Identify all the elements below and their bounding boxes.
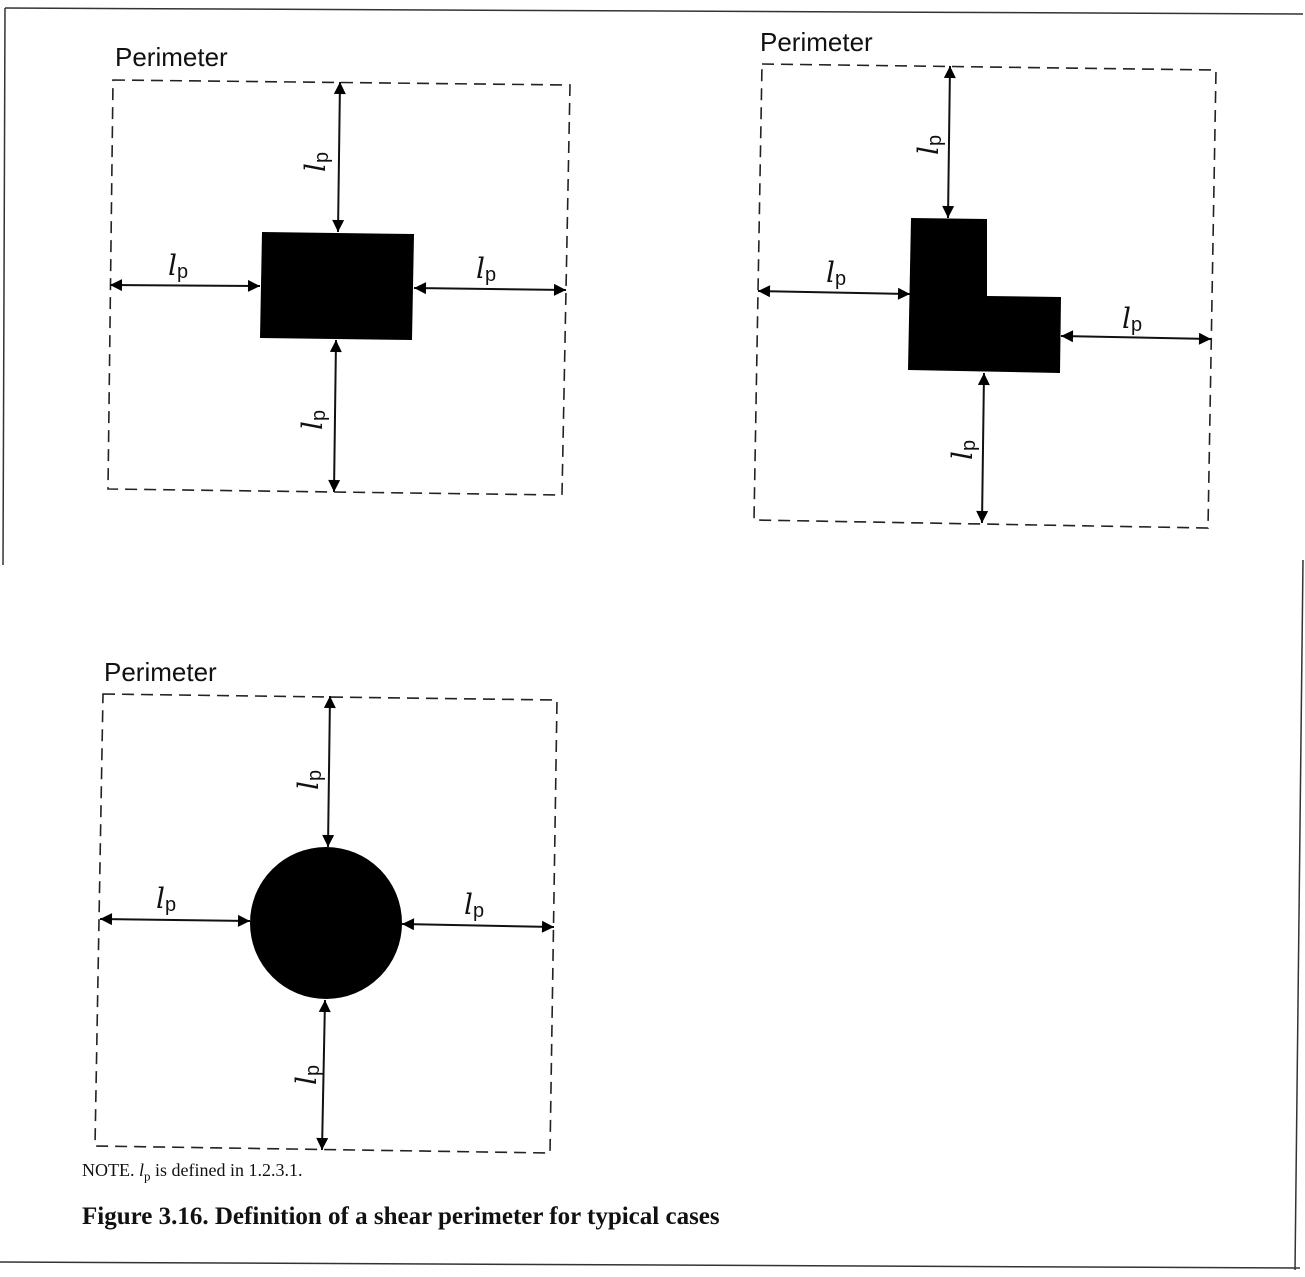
dimension-label-top: lp <box>292 770 326 790</box>
circular-column <box>250 847 402 999</box>
dimension-label-bottom: lp <box>946 440 980 460</box>
dimension-arrow-left <box>757 285 911 300</box>
dimension-label-top: lp <box>912 135 946 155</box>
dimension-arrow-top <box>942 65 956 219</box>
panel-circle: Perimeter lp lp lp lp <box>94 657 558 1154</box>
dimension-arrow-left <box>109 279 261 292</box>
dimension-label-right: lp <box>464 888 484 922</box>
dimension-label-top: lp <box>299 152 333 172</box>
shear-perimeter-outline <box>107 79 571 496</box>
dimension-arrow-right <box>401 918 555 933</box>
perimeter-label: Perimeter <box>760 27 873 57</box>
dimension-label-right: lp <box>476 252 496 286</box>
page-border <box>0 7 1304 1271</box>
perimeter-label: Perimeter <box>115 42 228 72</box>
square-column <box>260 232 414 340</box>
l-shaped-column <box>908 218 1061 373</box>
note-symbol: l <box>139 1160 145 1180</box>
dimension-arrow-right <box>1060 330 1212 345</box>
panel-l-shape: Perimeter lp lp lp lp <box>753 27 1217 529</box>
dimension-arrow-top <box>322 695 336 848</box>
figure-caption: Figure 3.16. Definition of a shear perim… <box>82 1203 720 1230</box>
dimension-label-bottom: lp <box>296 410 330 430</box>
note-prefix: NOTE. <box>82 1160 135 1180</box>
figure-note: NOTE. lp is defined in 1.2.3.1. <box>82 1160 303 1185</box>
dimension-label-right: lp <box>1122 302 1142 336</box>
dimension-label-bottom: lp <box>290 1065 324 1085</box>
dimension-arrow-right <box>413 282 567 296</box>
dimension-label-left: lp <box>826 256 846 290</box>
dimension-label-left: lp <box>168 249 188 283</box>
dimension-arrow-bottom <box>328 339 342 493</box>
dimension-arrow-bottom <box>976 372 990 524</box>
shear-perimeter-outline <box>753 63 1217 529</box>
note-subscript: p <box>144 1168 151 1184</box>
panel-square: Perimeter lp lp lp lp <box>107 42 571 496</box>
dimension-arrow-top <box>332 81 346 233</box>
note-text: is defined in 1.2.3.1. <box>155 1160 303 1180</box>
dimension-arrow-bottom <box>316 999 331 1151</box>
perimeter-label: Perimeter <box>104 657 217 687</box>
dimension-label-left: lp <box>156 882 176 916</box>
shear-perimeter-outline <box>94 693 558 1154</box>
dimension-arrow-left <box>99 913 251 927</box>
